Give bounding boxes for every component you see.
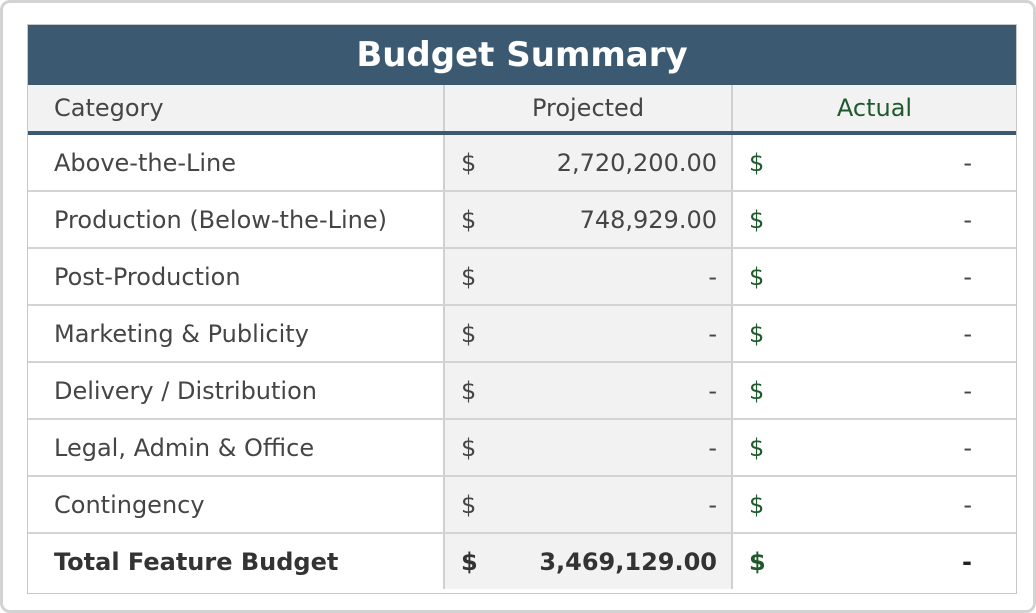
projected-cell[interactable]: $ - bbox=[444, 248, 733, 306]
projected-value: 748,929.00 bbox=[579, 205, 717, 234]
projected-value: - bbox=[708, 262, 717, 291]
currency-symbol: $ bbox=[749, 148, 765, 177]
total-actual-cell[interactable]: $ - bbox=[732, 533, 1016, 589]
actual-value: - bbox=[963, 433, 972, 462]
total-label[interactable]: Total Feature Budget bbox=[28, 533, 445, 589]
category-cell[interactable]: Legal, Admin & Office bbox=[28, 419, 445, 477]
projected-cell[interactable]: $2,720,200.00 bbox=[444, 133, 733, 192]
budget-table: Category Projected Actual Above-the-Line… bbox=[28, 85, 1016, 589]
table-title: Budget Summary bbox=[28, 25, 1016, 85]
projected-cell[interactable]: $ - bbox=[444, 419, 733, 477]
total-projected-value: 3,469,129.00 bbox=[539, 547, 717, 576]
currency-symbol: $ bbox=[461, 205, 477, 234]
currency-symbol: $ bbox=[461, 490, 477, 519]
table-row: Above-the-Line $2,720,200.00 $ - bbox=[28, 133, 1016, 192]
currency-symbol: $ bbox=[461, 262, 477, 291]
table-row: Delivery / Distribution $ - $ - bbox=[28, 362, 1016, 420]
category-cell[interactable]: Above-the-Line bbox=[28, 133, 445, 192]
projected-value: - bbox=[708, 319, 717, 348]
currency-symbol: $ bbox=[749, 205, 765, 234]
total-actual-value: - bbox=[962, 547, 972, 576]
projected-cell[interactable]: $ - bbox=[444, 305, 733, 363]
currency-symbol: $ bbox=[749, 547, 766, 576]
actual-cell[interactable]: $ - bbox=[732, 362, 1016, 420]
table-row: Contingency $ - $ - bbox=[28, 476, 1016, 534]
projected-value: - bbox=[708, 433, 717, 462]
currency-symbol: $ bbox=[749, 262, 765, 291]
table-row: Legal, Admin & Office $ - $ - bbox=[28, 419, 1016, 477]
actual-cell[interactable]: $ - bbox=[732, 419, 1016, 477]
category-cell[interactable]: Delivery / Distribution bbox=[28, 362, 445, 420]
actual-cell[interactable]: $ - bbox=[732, 248, 1016, 306]
actual-value: - bbox=[963, 262, 972, 291]
category-cell[interactable]: Post-Production bbox=[28, 248, 445, 306]
table-row: Post-Production $ - $ - bbox=[28, 248, 1016, 306]
actual-value: - bbox=[963, 205, 972, 234]
actual-cell[interactable]: $ - bbox=[732, 133, 1016, 192]
currency-symbol: $ bbox=[461, 433, 477, 462]
header-row: Category Projected Actual bbox=[28, 85, 1016, 135]
currency-symbol: $ bbox=[461, 376, 477, 405]
currency-symbol: $ bbox=[461, 547, 478, 576]
actual-value: - bbox=[963, 319, 972, 348]
currency-symbol: $ bbox=[749, 490, 765, 519]
category-cell[interactable]: Contingency bbox=[28, 476, 445, 534]
actual-cell[interactable]: $ - bbox=[732, 191, 1016, 249]
actual-value: - bbox=[963, 376, 972, 405]
table-row: Production (Below-the-Line) $748,929.00 $ - bbox=[28, 191, 1016, 249]
currency-symbol: $ bbox=[749, 376, 765, 405]
currency-symbol: $ bbox=[461, 319, 477, 348]
category-cell[interactable]: Production (Below-the-Line) bbox=[28, 191, 445, 249]
actual-cell[interactable]: $ - bbox=[732, 476, 1016, 534]
total-projected-cell[interactable]: $ 3,469,129.00 bbox=[444, 533, 733, 589]
category-cell[interactable]: Marketing & Publicity bbox=[28, 305, 445, 363]
table-row: Marketing & Publicity $ - $ - bbox=[28, 305, 1016, 363]
projected-cell[interactable]: $ - bbox=[444, 476, 733, 534]
currency-symbol: $ bbox=[461, 148, 477, 177]
projected-cell[interactable]: $748,929.00 bbox=[444, 191, 733, 249]
header-category[interactable]: Category bbox=[28, 85, 445, 135]
budget-summary-table: Budget Summary Category Projected Actual… bbox=[27, 24, 1017, 594]
projected-cell[interactable]: $ - bbox=[444, 362, 733, 420]
projected-value: - bbox=[708, 376, 717, 405]
currency-symbol: $ bbox=[749, 433, 765, 462]
header-projected[interactable]: Projected bbox=[444, 85, 733, 135]
total-row: Total Feature Budget $ 3,469,129.00 $ - bbox=[28, 533, 1016, 589]
currency-symbol: $ bbox=[749, 319, 765, 348]
header-actual[interactable]: Actual bbox=[732, 85, 1016, 135]
projected-value: 2,720,200.00 bbox=[556, 148, 717, 177]
projected-value: - bbox=[708, 490, 717, 519]
actual-value: - bbox=[963, 490, 972, 519]
actual-cell[interactable]: $ - bbox=[732, 305, 1016, 363]
actual-value: - bbox=[963, 148, 972, 177]
